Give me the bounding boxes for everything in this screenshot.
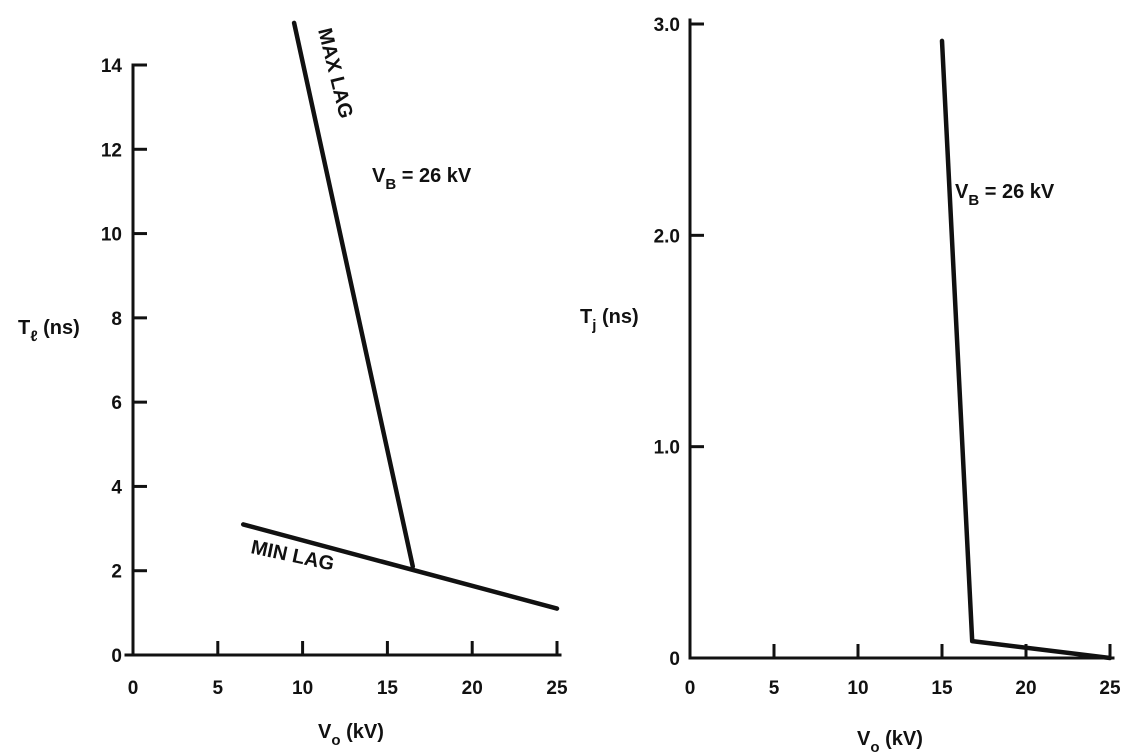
y-tick-label: 6 [111, 393, 122, 414]
y-tick-label: 1.0 [654, 438, 680, 459]
y-axis-label: Tℓ (ns) [18, 317, 80, 345]
series-line-2 [240, 522, 560, 611]
series-line-1 [291, 20, 416, 569]
x-axis-label-rest: (kV) [880, 728, 923, 750]
x-tick-label: 15 [377, 678, 399, 699]
x-axis-label-main: V [857, 728, 871, 750]
x-tick-label: 0 [128, 678, 139, 699]
x-tick-label: 10 [292, 678, 313, 699]
x-tick-label: 10 [847, 678, 868, 699]
max-lag-label: MAX LAG [313, 26, 357, 121]
min-lag-label: MIN LAG [249, 536, 336, 575]
vb-annotation-rest: = 26 kV [979, 181, 1055, 203]
y-tick-label: 14 [101, 56, 123, 77]
y-tick-label: 10 [101, 225, 122, 246]
series-line-1 [939, 38, 1113, 661]
y-tick-label: 8 [111, 309, 122, 330]
vb-annotation-main: V [372, 165, 386, 187]
vb-annotation-sub: B [968, 192, 979, 209]
y-axis-label-main: T [18, 317, 30, 339]
x-tick-label: 20 [1015, 678, 1036, 699]
x-tick-label: 15 [931, 678, 953, 699]
x-tick-label: 20 [462, 678, 483, 699]
x-axis-label-sub: o [870, 739, 879, 755]
y-tick-label: 2 [111, 562, 122, 583]
y-axis-label-rest: (ns) [596, 306, 638, 328]
y-axis-label-sub: j [591, 317, 596, 334]
x-axis-label-main: V [318, 721, 332, 743]
vb-annotation: VB = 26 kV [955, 181, 1055, 209]
x-axis-label-sub: o [331, 732, 340, 749]
vb-annotation-rest: = 26 kV [396, 165, 472, 187]
x-axis-label: Vo (kV) [318, 721, 384, 749]
y-tick-label: 2.0 [654, 226, 680, 247]
y-tick-label: 3.0 [654, 15, 680, 36]
y-tick-label: 4 [111, 477, 122, 498]
vb-annotation-sub: B [385, 176, 396, 193]
x-axis-label-rest: (kV) [341, 721, 384, 743]
x-tick-label: 0 [685, 678, 696, 699]
x-axis-label: Vo (kV) [857, 728, 923, 755]
y-tick-label: 0 [111, 646, 122, 667]
x-tick-label: 5 [213, 678, 224, 699]
y-tick-label: 12 [101, 140, 122, 161]
vb-annotation-main: V [955, 181, 969, 203]
y-axis-label-rest: (ns) [38, 317, 80, 339]
y-tick-label: 0 [669, 649, 680, 670]
y-axis-label-sub: ℓ [30, 328, 37, 345]
x-tick-label: 25 [1099, 678, 1121, 699]
x-tick-label: 25 [546, 678, 568, 699]
x-tick-label: 5 [769, 678, 780, 699]
vb-annotation: VB = 26 kV [372, 165, 472, 193]
y-axis-label: Tj (ns) [580, 306, 639, 334]
y-axis-label-main: T [580, 306, 592, 328]
